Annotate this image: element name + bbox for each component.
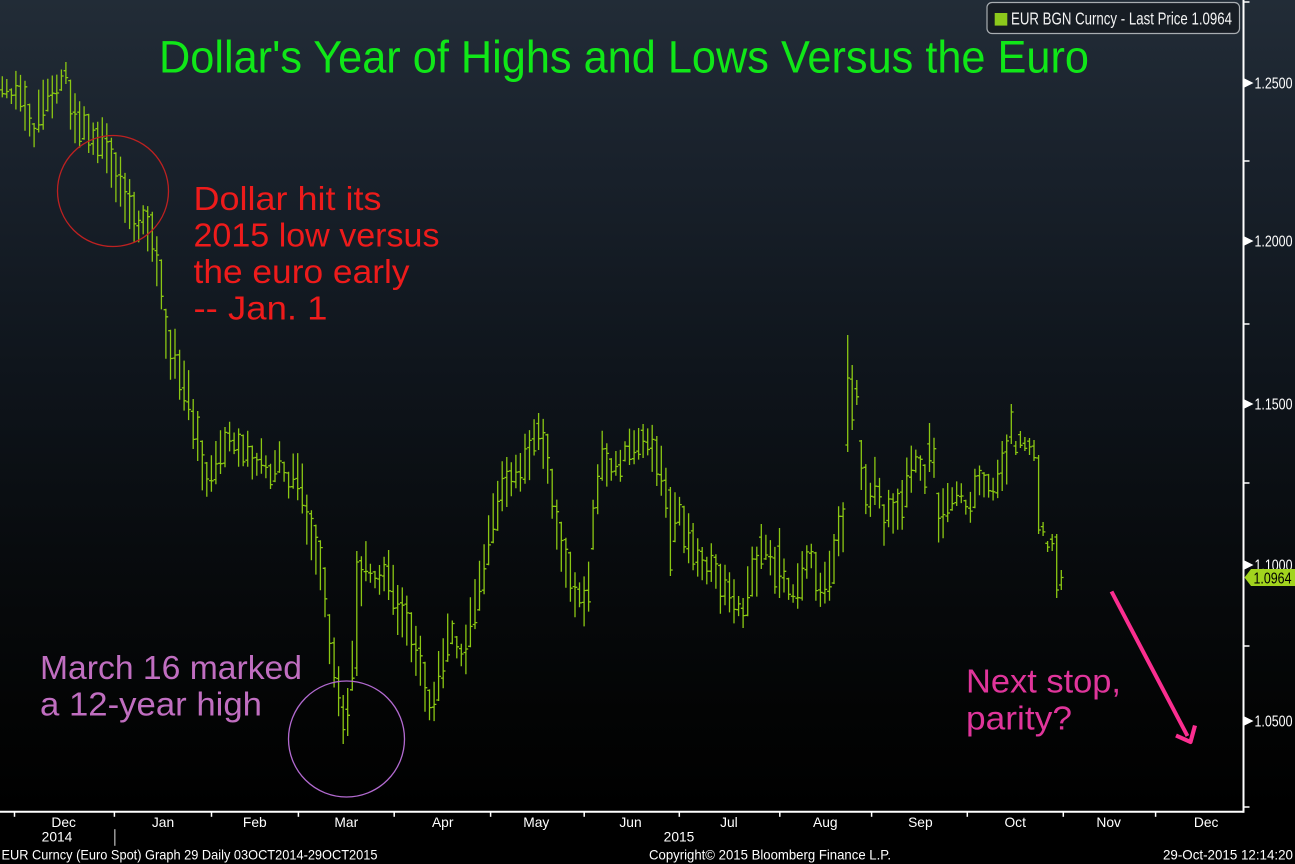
svg-text:Next stop,: Next stop, [966, 663, 1121, 700]
svg-text:1.2500: 1.2500 [1255, 76, 1293, 93]
svg-text:Feb: Feb [243, 815, 267, 830]
svg-text:a 12-year high: a 12-year high [40, 686, 262, 723]
svg-text:Sep: Sep [908, 815, 933, 830]
svg-text:the euro early: the euro early [194, 253, 411, 290]
svg-text:March 16 marked: March 16 marked [40, 649, 302, 686]
svg-text:May: May [523, 815, 549, 830]
svg-text:Oct: Oct [1004, 815, 1026, 830]
svg-text:EUR BGN Curncy - Last Price 1.: EUR BGN Curncy - Last Price 1.0964 [1011, 9, 1232, 29]
svg-text:2014: 2014 [42, 830, 73, 845]
svg-text:1.2000: 1.2000 [1255, 234, 1293, 251]
svg-text:Jan: Jan [152, 815, 174, 830]
svg-text:Jun: Jun [619, 815, 641, 830]
svg-text:1.0500: 1.0500 [1255, 714, 1293, 731]
svg-text:29-Oct-2015 12:14:20: 29-Oct-2015 12:14:20 [1163, 847, 1293, 863]
svg-text:1.1500: 1.1500 [1255, 397, 1293, 414]
svg-text:Mar: Mar [334, 815, 358, 830]
svg-text:Jul: Jul [720, 815, 738, 830]
svg-text:2015 low versus: 2015 low versus [194, 217, 440, 254]
svg-text:Copyright© 2015 Bloomberg Fina: Copyright© 2015 Bloomberg Finance L.P. [649, 847, 891, 863]
svg-text:parity?: parity? [966, 700, 1072, 737]
svg-text:Nov: Nov [1096, 815, 1121, 830]
svg-text:Dec: Dec [51, 815, 76, 830]
svg-text:Dollar's Year of Highs and Low: Dollar's Year of Highs and Lows Versus t… [159, 32, 1089, 83]
svg-text:1.0964: 1.0964 [1254, 571, 1292, 588]
svg-text:-- Jan. 1: -- Jan. 1 [194, 290, 328, 327]
svg-text:Dollar hit its: Dollar hit its [194, 180, 382, 217]
svg-text:EUR Curncy (Euro Spot) Graph 2: EUR Curncy (Euro Spot) Graph 29 Daily 03… [2, 847, 378, 863]
svg-text:Aug: Aug [813, 815, 838, 830]
svg-text:Apr: Apr [432, 815, 454, 830]
svg-text:Dec: Dec [1194, 815, 1219, 830]
svg-text:2015: 2015 [664, 830, 695, 845]
